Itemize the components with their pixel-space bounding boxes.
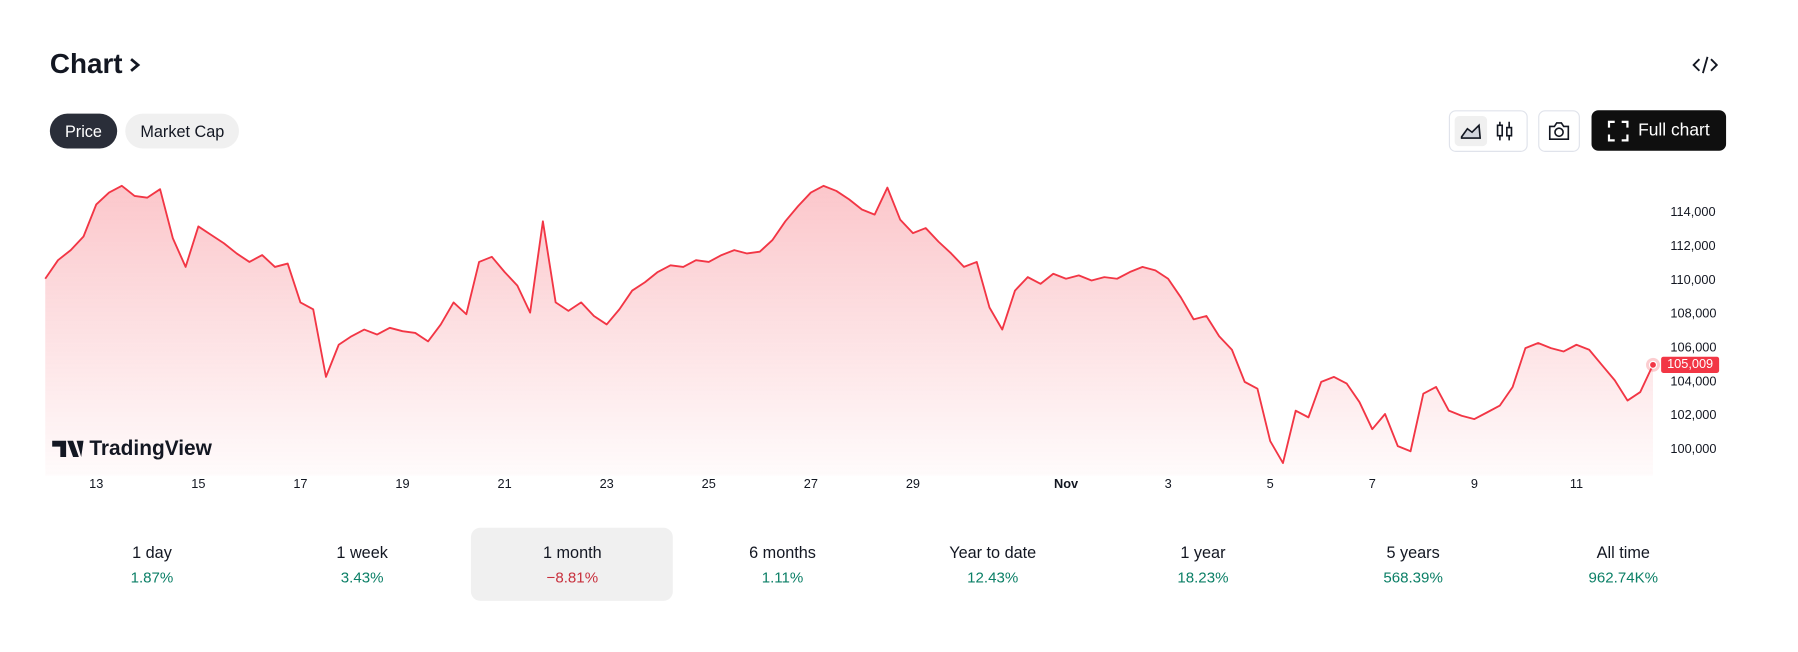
- x-tick-label: 27: [804, 476, 818, 491]
- y-tick-label: 112,000: [1670, 238, 1715, 253]
- y-tick-label: 110,000: [1670, 272, 1715, 287]
- period-change: 18.23%: [1177, 568, 1229, 586]
- line-type-button[interactable]: [1454, 116, 1488, 147]
- chevron-icon: [129, 58, 140, 72]
- full-chart-label: Full chart: [1638, 120, 1710, 141]
- line-icon: [1460, 123, 1482, 139]
- period-label: All time: [1596, 542, 1650, 562]
- last-point: [1648, 360, 1658, 369]
- x-tick-label: 11: [1570, 476, 1583, 491]
- x-tick-label: 23: [600, 476, 614, 491]
- y-tick-label: 114,000: [1670, 204, 1715, 219]
- price-line: [44, 184, 1654, 464]
- tab[interactable]: Market Cap: [125, 113, 240, 149]
- period-change: 12.43%: [967, 568, 1019, 586]
- x-tick-label: 9: [1471, 476, 1478, 491]
- watermark-logo: [52, 440, 84, 458]
- x-tick-label: 25: [702, 476, 716, 491]
- period-option[interactable]: 1 week 3.43%: [261, 528, 463, 601]
- y-tick-label: 108,000: [1670, 306, 1716, 321]
- x-tick-label: 29: [906, 476, 920, 491]
- period-change: 1.87%: [130, 568, 174, 586]
- x-tick-label: 5: [1267, 476, 1274, 491]
- period-option[interactable]: 1 year 18.23%: [1102, 528, 1304, 601]
- period-change: 1.11%: [761, 568, 804, 586]
- y-tick-label: 104,000: [1670, 373, 1716, 388]
- x-tick-label: 7: [1369, 476, 1376, 491]
- chart: 100,000 102,000 104,000 106,000 108,000 110,0…: [44, 184, 1720, 491]
- tab[interactable]: Price: [49, 113, 118, 149]
- y-tick-label: 102,000: [1670, 407, 1716, 422]
- period-label: 5 years: [1386, 542, 1440, 562]
- watermark: TradingView: [52, 437, 213, 460]
- period-label: 6 months: [749, 542, 816, 562]
- period-change: 568.39%: [1383, 568, 1443, 586]
- period-label: 1 day: [132, 542, 172, 562]
- y-tick-label: 100,000: [1670, 441, 1716, 456]
- screenshot-button[interactable]: [1538, 110, 1580, 152]
- x-tick-label: Nov: [1054, 476, 1079, 491]
- price-tag: [1661, 356, 1720, 373]
- period-change: 962.74K%: [1588, 568, 1659, 586]
- watermark-text: TradingView: [89, 437, 212, 460]
- full-chart-button[interactable]: Full chart: [1591, 110, 1727, 151]
- header[interactable]: Chart: [50, 49, 141, 81]
- expand-icon: [1607, 120, 1629, 141]
- x-tick-label: 15: [191, 476, 205, 491]
- camera-icon: [1548, 122, 1570, 141]
- price-tag-label: 105,009: [1667, 356, 1713, 371]
- x-tick-label: 13: [89, 476, 103, 491]
- area: [45, 185, 1654, 476]
- candle-icon: [1496, 121, 1513, 141]
- x-tick-label: 19: [395, 476, 409, 491]
- x-tick-label: 21: [498, 476, 512, 491]
- period-option[interactable]: 1 month −8.81%: [471, 527, 674, 601]
- period-option[interactable]: Year to date 12.43%: [892, 528, 1094, 601]
- period-change: −8.81%: [546, 568, 599, 586]
- x-tick-label: 17: [293, 476, 307, 491]
- period-label: 1 year: [1180, 542, 1226, 562]
- period-label: Year to date: [949, 542, 1037, 562]
- y-tick-label: 106,000: [1670, 339, 1716, 354]
- x-tick-label: 3: [1165, 476, 1172, 491]
- embed-icon[interactable]: [1692, 53, 1718, 76]
- candle-type-button[interactable]: [1487, 116, 1522, 146]
- period-option[interactable]: All time 962.74K%: [1522, 528, 1724, 601]
- period-label: 1 month: [542, 542, 602, 562]
- title: Chart: [49, 48, 123, 81]
- chart-type-toggle: [1448, 110, 1528, 152]
- period-change: 3.43%: [340, 568, 384, 586]
- period-option[interactable]: 5 years 568.39%: [1312, 528, 1514, 601]
- period-option[interactable]: 1 day 1.87%: [51, 528, 253, 601]
- period-label: 1 week: [336, 542, 388, 562]
- period-option[interactable]: 6 months 1.11%: [682, 528, 884, 601]
